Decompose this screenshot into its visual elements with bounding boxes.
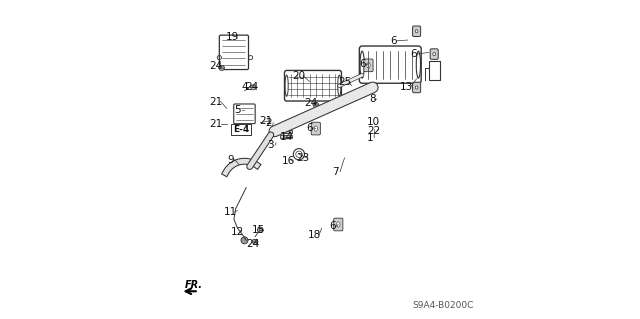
- Text: 5: 5: [234, 105, 241, 115]
- Ellipse shape: [415, 30, 418, 33]
- Text: 6: 6: [329, 221, 335, 231]
- Circle shape: [251, 85, 256, 90]
- Ellipse shape: [337, 222, 340, 227]
- Text: 13: 13: [399, 83, 413, 93]
- Bar: [280, 130, 292, 133]
- FancyBboxPatch shape: [311, 122, 321, 135]
- Text: 6: 6: [410, 49, 417, 59]
- Text: 1: 1: [367, 133, 373, 143]
- Text: 16: 16: [282, 156, 295, 166]
- Text: 24: 24: [245, 83, 258, 93]
- Text: 6: 6: [359, 59, 365, 69]
- Text: 24: 24: [305, 98, 318, 108]
- Text: 22: 22: [367, 126, 380, 136]
- Text: 23: 23: [296, 153, 309, 163]
- Text: 21: 21: [210, 97, 223, 107]
- Polygon shape: [312, 103, 319, 105]
- Circle shape: [253, 240, 257, 245]
- Text: E-4: E-4: [233, 125, 250, 134]
- Text: 12: 12: [231, 226, 244, 236]
- Ellipse shape: [433, 53, 435, 56]
- Text: 24: 24: [246, 239, 260, 249]
- Text: 21: 21: [210, 119, 223, 130]
- Text: 6: 6: [306, 123, 313, 133]
- FancyBboxPatch shape: [430, 49, 438, 59]
- Circle shape: [314, 103, 318, 108]
- Text: 10: 10: [367, 116, 380, 127]
- FancyBboxPatch shape: [413, 26, 420, 36]
- FancyBboxPatch shape: [413, 82, 420, 93]
- Circle shape: [219, 66, 224, 70]
- Text: 4: 4: [241, 83, 248, 93]
- Text: 3: 3: [268, 140, 274, 151]
- Text: 9: 9: [227, 154, 234, 165]
- Text: 21: 21: [259, 116, 272, 126]
- Ellipse shape: [314, 126, 317, 131]
- Text: 11: 11: [224, 207, 237, 217]
- Text: 20: 20: [292, 71, 305, 81]
- Polygon shape: [218, 66, 225, 68]
- Text: 6: 6: [390, 36, 396, 46]
- FancyBboxPatch shape: [364, 59, 373, 72]
- Text: 19: 19: [225, 32, 239, 41]
- Text: 18: 18: [308, 230, 321, 240]
- Text: 25: 25: [338, 77, 351, 87]
- Text: 15: 15: [252, 225, 265, 235]
- Bar: [280, 135, 292, 138]
- Circle shape: [257, 227, 263, 233]
- Text: FR.: FR.: [184, 280, 202, 290]
- Polygon shape: [252, 240, 258, 242]
- Text: S9A4-B0200C: S9A4-B0200C: [412, 301, 474, 310]
- Text: 8: 8: [369, 94, 376, 104]
- Ellipse shape: [367, 63, 371, 68]
- Ellipse shape: [415, 86, 418, 89]
- Text: 14: 14: [280, 132, 293, 142]
- FancyBboxPatch shape: [333, 218, 343, 231]
- Polygon shape: [250, 85, 257, 87]
- Text: 2: 2: [266, 118, 273, 128]
- Text: 7: 7: [333, 167, 339, 177]
- Bar: [429, 61, 440, 80]
- Circle shape: [241, 237, 248, 244]
- Text: 24: 24: [210, 61, 223, 71]
